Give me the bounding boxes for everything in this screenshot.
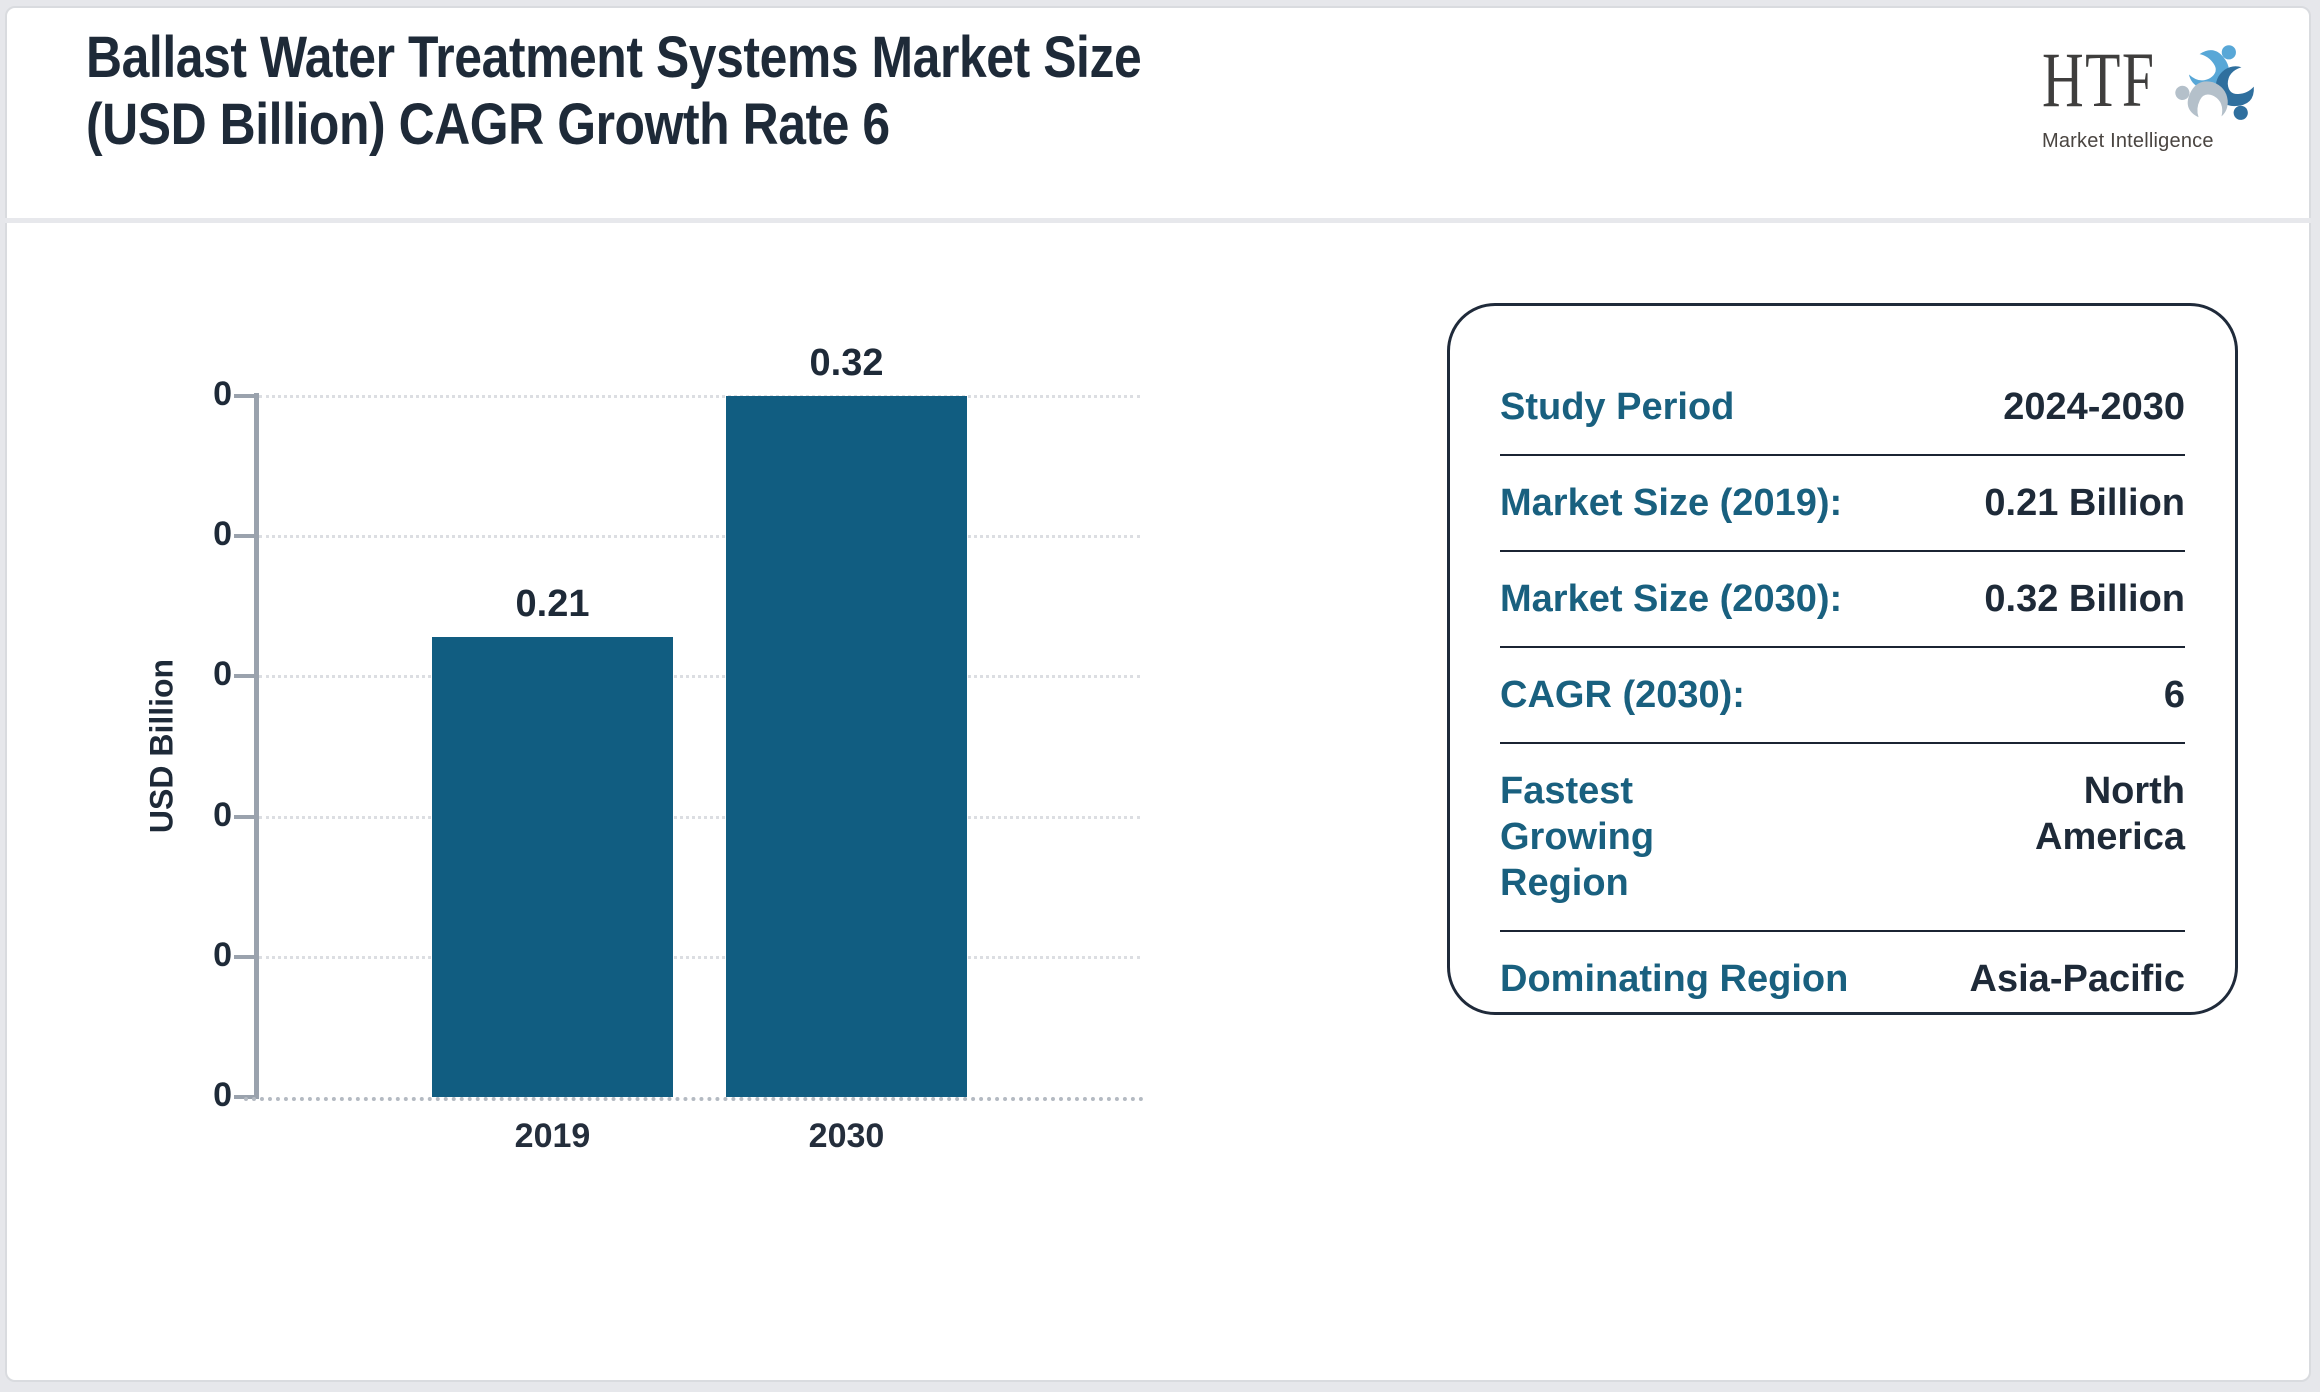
- summary-row-label: Market Size (2030):: [1500, 578, 1843, 620]
- y-tick-label: 0: [213, 655, 232, 694]
- htf-monogram: HTF: [2042, 36, 2156, 123]
- summary-row-value: 0.32 Billion: [1984, 578, 2185, 620]
- y-tick-mark: [234, 534, 256, 539]
- summary-row-label: Dominating Region: [1500, 958, 1849, 1000]
- header-divider: [5, 218, 2311, 223]
- x-axis-line: [244, 1097, 1144, 1101]
- y-tick-label: 0: [213, 795, 232, 834]
- gridline: [259, 675, 1140, 679]
- page-title-line2: (USD Billion) CAGR Growth Rate 6: [86, 92, 890, 157]
- summary-row-value: 0.21 Billion: [1984, 482, 2185, 524]
- bar-value-label: 0.32: [809, 342, 884, 384]
- summary-row-value: 6: [2163, 674, 2185, 716]
- summary-row: Dominating Region Asia-Pacific: [1500, 932, 2185, 1026]
- y-tick-label: 0: [213, 1076, 232, 1114]
- y-tick-mark: [234, 394, 256, 398]
- htf-logo-row: HTF: [2042, 36, 2262, 132]
- summary-rows: Study Period 2024-2030 Market Size (2019):…: [1500, 360, 2185, 1026]
- summary-row: Market Size (2019): 0.21 Billion: [1500, 456, 2185, 552]
- y-tick-label: 0: [213, 375, 232, 413]
- gridline: [259, 815, 1140, 819]
- x-tick-label: 2030: [808, 1117, 885, 1155]
- y-tick-mark: [234, 814, 256, 819]
- y-tick-mark: [234, 954, 256, 959]
- summary-row: Study Period 2024-2030: [1500, 360, 2185, 456]
- summary-row: Fastest Growing Region North America: [1500, 744, 2185, 932]
- summary-row: Market Size (2030): 0.32 Billion: [1500, 552, 2185, 648]
- summary-row-label: Fastest Growing Region: [1500, 770, 1655, 904]
- y-tick-label: 0: [213, 515, 232, 554]
- y-tick-label: 0: [213, 935, 232, 974]
- htf-logo: HTF Market Intelligence: [2042, 36, 2262, 153]
- summary-row-value: North America: [2035, 770, 2185, 858]
- gridline: [259, 395, 1140, 398]
- bar-value-label: 0.21: [515, 582, 590, 625]
- summary-card: Study Period 2024-2030 Market Size (2019):…: [1447, 303, 2238, 1015]
- gridline: [259, 535, 1140, 539]
- y-axis-line: [254, 393, 259, 1099]
- htf-logo-name: Market Intelligence: [2042, 130, 2214, 152]
- summary-row-label: CAGR (2030):: [1500, 674, 1745, 716]
- summary-row: CAGR (2030): 6: [1500, 648, 2185, 744]
- bar-2030: [726, 396, 967, 1097]
- summary-row-value: Asia-Pacific: [1969, 958, 2185, 1000]
- x-tick-label: 2019: [514, 1117, 591, 1155]
- page-title-line1: Ballast Water Treatment Systems Market S…: [86, 25, 1142, 90]
- summary-row-label: Study Period: [1500, 386, 1735, 428]
- gridline: [259, 955, 1140, 959]
- y-tick-mark: [234, 674, 256, 679]
- bar-2019: [432, 636, 673, 1097]
- summary-row-label: Market Size (2019):: [1500, 482, 1843, 524]
- page-title: Ballast Water Treatment Systems Market S…: [86, 24, 1142, 158]
- summary-row-value: 2024-2030: [2003, 386, 2185, 428]
- htf-swirl-icon: [2173, 45, 2262, 131]
